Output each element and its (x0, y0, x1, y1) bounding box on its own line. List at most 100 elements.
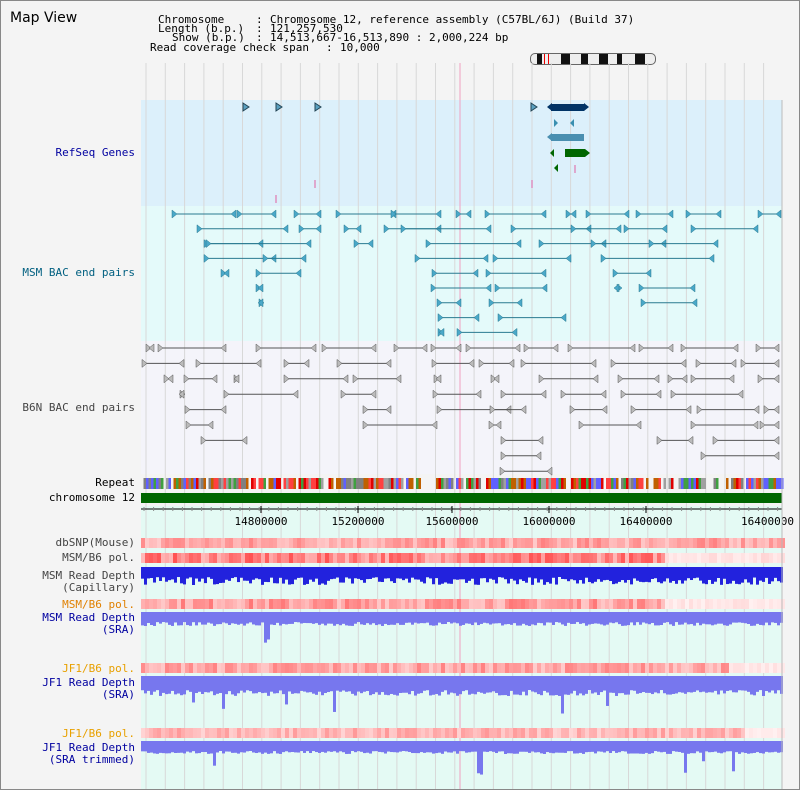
depth-bin (732, 567, 735, 581)
repeat-block (583, 478, 586, 489)
depth-bin (642, 612, 645, 623)
polymorphism-bin (505, 663, 509, 673)
bac-end (612, 268, 619, 278)
bac-end (667, 343, 674, 353)
polymorphism-bin (457, 599, 461, 609)
polymorphism-bin (293, 663, 297, 673)
polymorphism-bin (157, 538, 161, 548)
polymorphism-bin (517, 553, 521, 563)
depth-bin (672, 741, 675, 752)
depth-bin (510, 741, 513, 754)
repeat-block (671, 478, 674, 489)
repeat-block (221, 478, 224, 489)
polymorphism-bin (473, 599, 477, 609)
polymorphism-bin (597, 599, 601, 609)
depth-bin (396, 567, 399, 579)
polymorphism-bin (197, 553, 201, 563)
polymorphism-bin (665, 599, 669, 609)
polymorphism-bin (641, 728, 645, 738)
polymorphism-bin (157, 663, 161, 673)
polymorphism-bin (153, 663, 157, 673)
depth-bin (240, 612, 243, 624)
polymorphism-bin (517, 663, 521, 673)
bac-end (482, 253, 489, 263)
repeat-block (586, 478, 589, 489)
repeat-block (521, 478, 524, 489)
track-label-msm-bac[interactable]: MSM BAC end pairs (22, 266, 135, 279)
polymorphism-bin (573, 663, 577, 673)
depth-bin (675, 567, 678, 584)
polymorphism-bin (301, 599, 305, 609)
polymorphism-bin (325, 663, 329, 673)
repeat-block (416, 478, 419, 489)
polymorphism-bin (525, 553, 529, 563)
depth-bin (204, 567, 207, 584)
polymorphism-bin (657, 663, 661, 673)
repeat-block (653, 478, 656, 489)
depth-bin (609, 741, 612, 753)
track-label-b6n-bac[interactable]: B6N BAC end pairs (22, 401, 135, 414)
depth-bin (453, 612, 456, 623)
depth-bin (525, 567, 528, 583)
repeat-block (226, 478, 229, 489)
polymorphism-bin (153, 728, 157, 738)
polymorphism-bin (289, 728, 293, 738)
polymorphism-bin (241, 599, 245, 609)
depth-bin (669, 676, 672, 695)
depth-bin (690, 676, 693, 693)
polymorphism-bin (697, 538, 701, 548)
repeat-block (716, 478, 719, 489)
polymorphism-bin (505, 728, 509, 738)
depth-bin (225, 567, 228, 580)
depth-bin (729, 567, 732, 584)
depth-bin (513, 676, 516, 695)
repeat-block (581, 478, 584, 489)
polymorphism-bin (545, 538, 549, 548)
bac-end (293, 209, 300, 219)
depth-bin (681, 676, 684, 693)
depth-bin (618, 741, 621, 753)
polymorphism-bin (617, 538, 621, 548)
depth-bin (498, 676, 501, 696)
bac-end (220, 343, 227, 353)
repeat-block (601, 478, 604, 489)
bac-end (630, 405, 637, 415)
polymorphism-bin (465, 728, 469, 738)
polymorphism-bin (185, 599, 189, 609)
polymorphism-bin (485, 553, 489, 563)
polymorphism-bin (177, 553, 181, 563)
polymorphism-bin (177, 599, 181, 609)
polymorphism-bin (553, 599, 557, 609)
depth-bin (207, 741, 210, 754)
polymorphism-bin (333, 599, 337, 609)
polymorphism-bin (577, 538, 581, 548)
depth-bin (582, 741, 585, 754)
polymorphism-bin (509, 663, 513, 673)
depth-bin (417, 676, 420, 694)
bac-end (455, 343, 462, 353)
polymorphism-bin (581, 728, 585, 738)
depth-bin (147, 567, 150, 579)
polymorphism-bin (777, 538, 781, 548)
polymorphism-bin (633, 728, 637, 738)
track-label-repeat: Repeat (95, 476, 135, 489)
track-label-refseq[interactable]: RefSeq Genes (55, 146, 135, 159)
depth-bin (354, 676, 357, 696)
polymorphism-bin (581, 663, 585, 673)
depth-bin (627, 612, 630, 626)
depth-bin (612, 612, 615, 624)
chromosome-ideogram[interactable] (530, 53, 656, 65)
chromosome-bar (141, 493, 782, 503)
polymorphism-bin (649, 553, 653, 563)
depth-bin (300, 567, 303, 578)
polymorphism-bin (465, 599, 469, 609)
depth-bin (537, 741, 540, 753)
bac-end (465, 343, 472, 353)
depth-bin (315, 676, 318, 695)
polymorphism-bin (193, 553, 197, 563)
repeat-block (176, 478, 179, 489)
bac-end (220, 268, 227, 278)
depth-bin (444, 612, 447, 624)
